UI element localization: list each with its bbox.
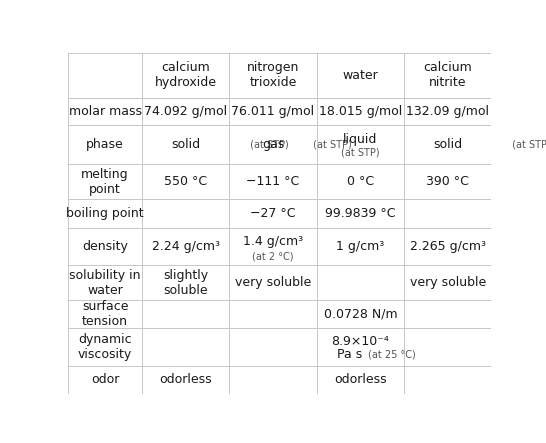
Text: 550 °C: 550 °C [164, 175, 207, 188]
Text: liquid: liquid [343, 133, 377, 146]
Text: 0 °C: 0 °C [347, 175, 374, 188]
Bar [317, 163, 404, 199]
Bar [229, 299, 317, 328]
Bar [317, 328, 404, 365]
Text: 74.092 g/mol: 74.092 g/mol [144, 105, 227, 118]
Text: water: water [342, 69, 378, 82]
Text: (at STP): (at STP) [310, 139, 351, 149]
Text: solubility in
water: solubility in water [69, 268, 141, 296]
Text: 1.4 g/cm³: 1.4 g/cm³ [243, 235, 303, 248]
Text: (at 2 °C): (at 2 °C) [252, 251, 294, 261]
Text: odor: odor [91, 373, 119, 386]
Text: calcium
hydroxide: calcium hydroxide [155, 62, 217, 89]
Text: very soluble: very soluble [235, 276, 311, 289]
Text: odorless: odorless [334, 373, 387, 386]
Bar [317, 53, 404, 98]
Bar [68, 299, 142, 328]
Text: 8.9×10⁻⁴: 8.9×10⁻⁴ [331, 335, 389, 348]
Text: molar mass: molar mass [69, 105, 141, 118]
Text: phase: phase [86, 138, 124, 151]
Bar [404, 299, 491, 328]
Text: odorless: odorless [159, 373, 212, 386]
Bar [68, 265, 142, 299]
Bar [404, 328, 491, 365]
Text: 2.24 g/cm³: 2.24 g/cm³ [152, 240, 219, 253]
Bar [229, 199, 317, 228]
Bar [317, 98, 404, 125]
Bar [68, 125, 142, 163]
Bar [317, 265, 404, 299]
Bar [142, 163, 229, 199]
Bar [317, 228, 404, 265]
Bar [142, 365, 229, 394]
Bar [404, 265, 491, 299]
Bar [142, 265, 229, 299]
Bar [68, 163, 142, 199]
Text: 18.015 g/mol: 18.015 g/mol [319, 105, 402, 118]
Bar [229, 98, 317, 125]
Text: (at 25 °C): (at 25 °C) [368, 350, 416, 359]
Bar [229, 228, 317, 265]
Bar [68, 98, 142, 125]
Text: 390 °C: 390 °C [426, 175, 469, 188]
Text: −111 °C: −111 °C [246, 175, 300, 188]
Bar [404, 365, 491, 394]
Bar [404, 199, 491, 228]
Text: 132.09 g/mol: 132.09 g/mol [406, 105, 489, 118]
Bar [142, 299, 229, 328]
Bar [229, 328, 317, 365]
Bar [404, 53, 491, 98]
Bar [229, 365, 317, 394]
Text: 76.011 g/mol: 76.011 g/mol [232, 105, 314, 118]
Text: (at STP): (at STP) [247, 139, 288, 149]
Bar [317, 299, 404, 328]
Bar [404, 163, 491, 199]
Bar [229, 125, 317, 163]
Bar [142, 53, 229, 98]
Bar [142, 125, 229, 163]
Bar [317, 365, 404, 394]
Bar [229, 53, 317, 98]
Text: density: density [82, 240, 128, 253]
Bar [142, 98, 229, 125]
Text: solid: solid [433, 138, 462, 151]
Text: solid: solid [171, 138, 200, 151]
Text: surface
tension: surface tension [82, 300, 128, 328]
Bar [404, 228, 491, 265]
Bar [229, 163, 317, 199]
Text: 0.0728 N/m: 0.0728 N/m [324, 307, 397, 320]
Text: melting
point: melting point [81, 167, 129, 195]
Bar [404, 98, 491, 125]
Text: (at STP): (at STP) [509, 139, 546, 149]
Bar [317, 125, 404, 163]
Text: calcium
nitrite: calcium nitrite [423, 62, 472, 89]
Bar [68, 53, 142, 98]
Bar [68, 328, 142, 365]
Bar [317, 199, 404, 228]
Text: boiling point: boiling point [66, 207, 144, 220]
Bar [142, 328, 229, 365]
Text: −27 °C: −27 °C [250, 207, 296, 220]
Text: 99.9839 °C: 99.9839 °C [325, 207, 396, 220]
Text: 1 g/cm³: 1 g/cm³ [336, 240, 384, 253]
Text: Pa s: Pa s [337, 348, 363, 361]
Text: slightly
soluble: slightly soluble [163, 268, 208, 296]
Bar [142, 199, 229, 228]
Text: gas: gas [262, 138, 284, 151]
Bar [229, 265, 317, 299]
Text: nitrogen
trioxide: nitrogen trioxide [247, 62, 299, 89]
Text: (at STP): (at STP) [341, 148, 379, 158]
Bar [68, 228, 142, 265]
Text: very soluble: very soluble [410, 276, 486, 289]
Text: 2.265 g/cm³: 2.265 g/cm³ [410, 240, 486, 253]
Text: dynamic
viscosity: dynamic viscosity [78, 333, 132, 361]
Bar [68, 199, 142, 228]
Bar [142, 228, 229, 265]
Bar [404, 125, 491, 163]
Bar [68, 365, 142, 394]
